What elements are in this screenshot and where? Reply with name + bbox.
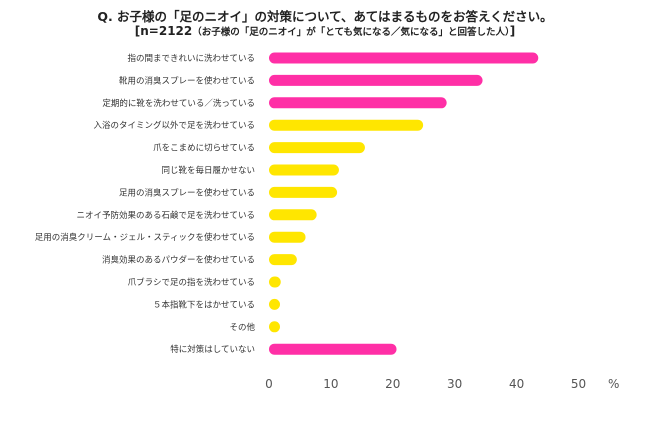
- bar: [269, 321, 280, 333]
- category-label: 靴用の消臭スプレーを使わせている: [119, 75, 255, 86]
- chart-subtitle: [n=2122（お子様の「足のニオイ」が「とても気になる／気になる」と回答した人…: [0, 24, 650, 38]
- sample-note: （お子様の「足のニオイ」が「とても気になる／気になる」と回答した人）: [192, 27, 510, 38]
- category-label: ニオイ予防効果のある石鹸で足を洗わせている: [76, 210, 255, 221]
- category-label: 同じ靴を毎日履かせない: [161, 165, 255, 176]
- x-tick-label: 0: [265, 377, 273, 391]
- category-label: 消臭効果のあるパウダーを使わせている: [102, 255, 255, 266]
- category-label: ５本指靴下をはかせている: [153, 299, 255, 310]
- bar: [269, 142, 365, 154]
- unit-label: %: [608, 377, 619, 391]
- bar: [269, 186, 338, 198]
- category-label: 指の間まできれいに洗わせている: [127, 53, 255, 64]
- category-label: その他: [229, 322, 255, 333]
- category-label: 爪をこまめに切らせている: [153, 144, 255, 154]
- category-label: 足用の消臭スプレーを使わせている: [119, 187, 255, 198]
- x-tick-label: 40: [509, 377, 524, 391]
- category-label: 足用の消臭クリーム・ジェル・スティックを使わせている: [35, 232, 255, 243]
- bar: [269, 276, 281, 288]
- category-label: 定期的に靴を洗わせている／洗っている: [102, 98, 255, 109]
- sample-size-end: ]: [509, 24, 516, 38]
- x-tick-label: 50: [571, 377, 586, 391]
- category-label: 入浴のタイミング以外で足を洗わせている: [93, 120, 255, 131]
- x-tick-label: 30: [447, 377, 462, 391]
- x-tick-label: 10: [323, 377, 338, 391]
- bar: [269, 343, 397, 355]
- bar: [269, 74, 483, 86]
- sample-size: [n=2122: [134, 24, 193, 38]
- chart-title: Q. お子様の「足のニオイ」の対策について、あてはまるものをお答えください。: [97, 9, 553, 24]
- category-label: 特に対策はしていない: [170, 344, 255, 355]
- bar: [269, 164, 339, 176]
- bar: [269, 97, 447, 109]
- bar: [269, 254, 297, 266]
- bar: [269, 298, 280, 310]
- bar: [269, 209, 317, 221]
- bar: [269, 52, 539, 64]
- x-tick-label: 20: [385, 377, 400, 391]
- bar: [269, 231, 306, 243]
- category-label: 爪ブラシで足の指を洗わせている: [128, 277, 255, 288]
- bar: [269, 119, 424, 131]
